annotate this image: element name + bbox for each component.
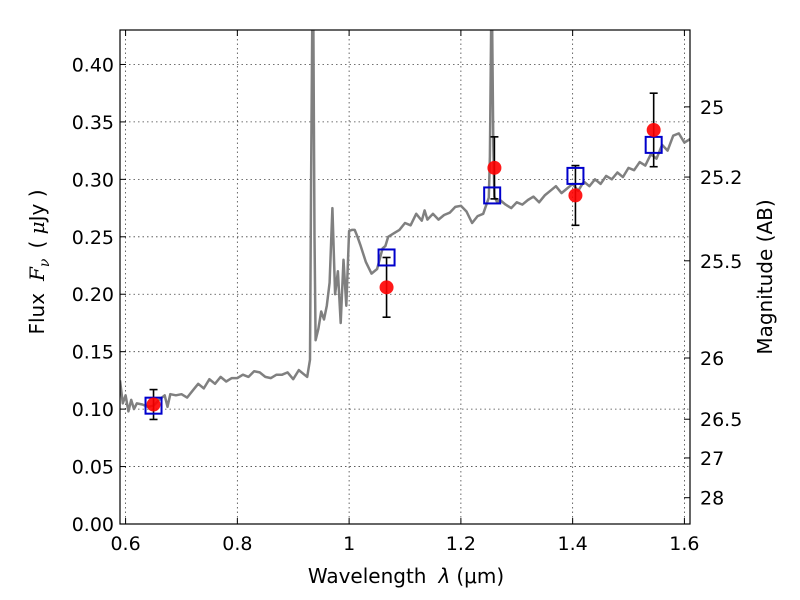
observed-point [146,397,161,412]
y2-tick-label: 26.5 [700,409,742,431]
y2-tick-label: 26 [700,348,724,370]
y2-axis-label: Magnitude (AB) [753,199,777,354]
observed-point [487,160,502,175]
x-tick-label: 0.6 [110,533,140,555]
x-axis-label: Wavelength λ (μm) [308,564,504,588]
y2-tick-label: 27 [700,448,724,470]
y-tick-label: 0.25 [72,227,114,249]
x-tick-label: 1.2 [446,533,476,555]
y-tick-label: 0.30 [72,169,114,191]
y-tick-label: 0.00 [72,514,114,536]
y2-tick-label: 25 [700,97,724,119]
x-tick-label: 1 [343,533,355,555]
y2-tick-label: 25.5 [700,251,742,273]
y-axis-label-unit-open: ( [25,234,49,248]
observed-point [646,122,661,137]
observed-point [568,188,583,203]
y-axis-label-unit-rest: Jy ) [25,189,49,223]
x-tick-label: 0.8 [222,533,252,555]
model-square-marker [483,186,502,205]
plot-frame [119,29,691,525]
x-axis-label-name: Wavelength [308,564,427,588]
y-tick-label: 0.15 [72,342,114,364]
observed-point [379,280,394,295]
y-axis-label-symbol: F [25,266,49,282]
y-tick-label: 0.40 [72,54,114,76]
x-tick-label: 1.4 [558,533,588,555]
x-tick-label: 1.6 [669,533,699,555]
model-square-marker [566,166,585,185]
y-tick-label: 0.20 [72,284,114,306]
grid [120,30,690,524]
y-axis-label: Flux Fν ( μJy ) [25,189,53,334]
y-axis-label-subscript: ν [37,258,53,267]
axis-ticks: 0.6 0.8 1 1.2 1.4 1.6 0.00 0.05 0.10 0.15 0.20 0.25… [72,30,742,555]
x-axis-label-symbol: λ [438,564,451,588]
y-axis-label-name: Flux [25,293,49,335]
y-axis-label-unit-mu: μ [25,221,49,234]
y2-tick-label: 25.2 [700,167,742,189]
y-tick-label: 0.10 [72,399,114,421]
model-square-marker [377,248,396,267]
y-tick-label: 0.05 [72,457,114,479]
y2-tick-label: 28 [700,488,724,510]
data-markers [144,92,663,421]
y-tick-label: 0.35 [72,112,114,134]
x-axis-label-unit: (μm) [456,564,504,588]
